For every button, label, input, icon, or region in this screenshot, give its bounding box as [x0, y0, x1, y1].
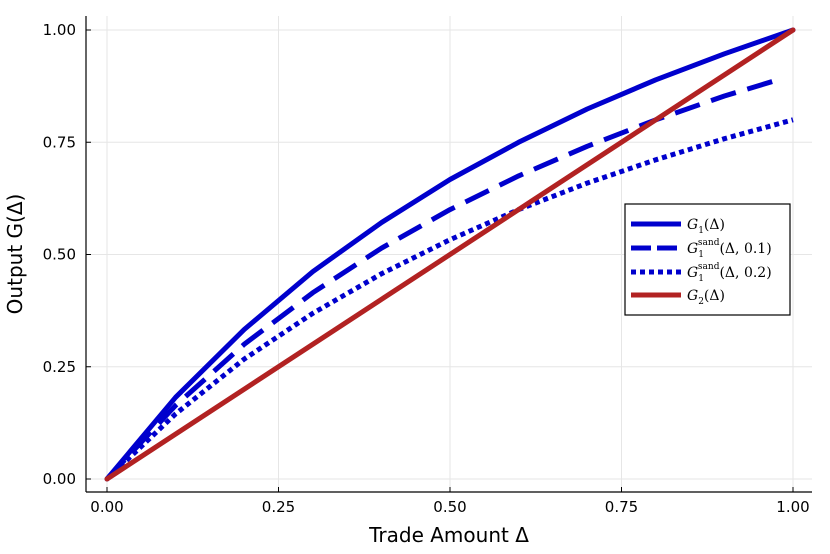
legend-label-1: G1(Δ) — [687, 217, 725, 236]
y-tick-label: 0.25 — [43, 358, 76, 376]
legend-label-4: G2(Δ) — [687, 288, 725, 307]
y-tick-label: 0.50 — [43, 246, 76, 264]
series-line-4 — [104, 27, 796, 482]
legend-label-2: G1sand(Δ, 0.1) — [687, 238, 772, 260]
legend: G1(Δ) G1sand(Δ, 0.1)G1sand(Δ, 0.2) G2(Δ) — [624, 203, 791, 316]
x-tick-label: 0.75 — [605, 498, 638, 516]
x-tick-label: 0.50 — [433, 498, 466, 516]
series-line-2 — [105, 77, 781, 481]
x-tick-label: 0.00 — [90, 498, 123, 516]
x-tick-label: 0.25 — [262, 498, 295, 516]
tick-labels: 0.00 0.25 0.50 0.75 1.00 0.00 0.25 0.50 0.75 1.00 — [43, 21, 810, 516]
series-line-3 — [105, 117, 794, 481]
x-axis-title: Trade Amount Δ — [368, 523, 529, 547]
series-lines — [104, 27, 796, 482]
legend-label-3: G1sand(Δ, 0.2) — [687, 262, 772, 284]
y-tick-label: 0.75 — [43, 133, 76, 151]
y-tick-label: 0.00 — [43, 470, 76, 488]
y-tick-label: 1.00 — [43, 21, 76, 39]
series-line-1 — [104, 27, 796, 482]
axes — [85, 16, 812, 493]
y-axis-title: Output G(Δ) — [3, 194, 27, 315]
x-tick-label: 1.00 — [776, 498, 809, 516]
